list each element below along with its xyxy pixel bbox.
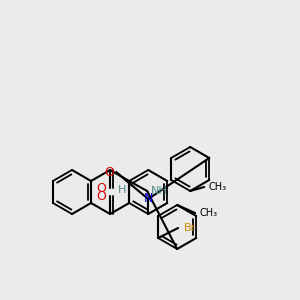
Text: CH₃: CH₃ (199, 208, 217, 218)
Text: H: H (118, 185, 126, 195)
Text: CH₃: CH₃ (208, 182, 226, 192)
Text: NH: NH (151, 186, 168, 196)
Text: O: O (104, 166, 114, 178)
Text: N: N (143, 193, 153, 206)
Text: O: O (96, 182, 106, 194)
Text: Br: Br (184, 223, 196, 233)
Text: O: O (96, 190, 106, 202)
